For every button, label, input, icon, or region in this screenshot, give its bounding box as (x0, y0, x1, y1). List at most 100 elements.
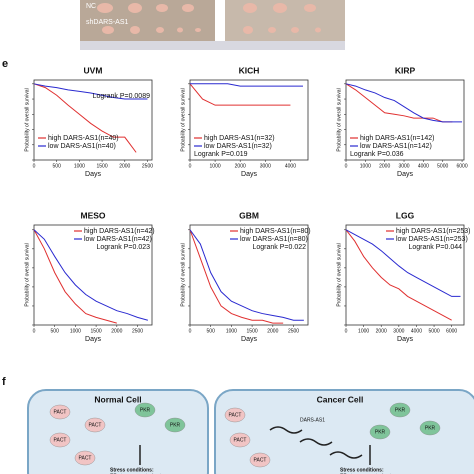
y-axis-label: Probability of overall survival (24, 88, 30, 151)
survival-curve (345, 83, 463, 123)
x-tick-label: 3000 (260, 163, 271, 169)
x-tick-label: 0 (33, 328, 36, 334)
survival-curve (189, 229, 284, 324)
plot-frame (345, 224, 465, 326)
lncrna-label: DARS-AS1 (300, 417, 325, 423)
x-tick-label: 6000 (457, 163, 468, 169)
x-tick-label: 6000 (446, 328, 457, 334)
plot-frame (189, 79, 309, 161)
pkr-label: PKR (425, 425, 436, 431)
pact-shape (84, 417, 106, 433)
legend-label: low DARS-AS1(n=40) (48, 143, 116, 150)
pact-shape (74, 450, 96, 466)
legend-label: low DARS-AS1(n=142) (360, 143, 432, 150)
chart-title: KICH (239, 65, 260, 75)
pkr-label: PKR (375, 429, 386, 435)
pact-label: PACT (54, 409, 67, 415)
x-axis-label: Days (241, 171, 257, 178)
x-tick-label: 1000 (358, 328, 369, 334)
pkr-shape (389, 402, 411, 418)
pkr-label: PKR (170, 422, 181, 428)
ruler (80, 41, 345, 50)
legend-label: low DARS-AS1(n=32) (204, 143, 272, 150)
pkr-label: PKR (395, 407, 406, 413)
x-tick-label: 0 (189, 163, 192, 169)
x-tick-label: 4000 (411, 328, 422, 334)
x-axis-label: Days (85, 336, 101, 343)
plot-frame (33, 224, 153, 326)
plot-frame (33, 79, 153, 161)
y-axis-label: Probability of overall survival (180, 243, 186, 306)
survival-curve (33, 83, 137, 153)
pact-label: PACT (254, 457, 267, 463)
x-tick-label: 2500 (132, 328, 143, 334)
x-tick-label: 500 (207, 328, 216, 334)
survival-curve (33, 229, 117, 324)
chart-title: KIRP (395, 65, 416, 75)
x-tick-label: 2500 (288, 328, 299, 334)
x-tick-label: 1500 (97, 163, 108, 169)
pact-label: PACT (234, 437, 247, 443)
legend-label: high DARS-AS1(n=80) (240, 228, 311, 235)
y-axis-label: Probability of overall survival (336, 243, 342, 306)
legend-label: high DARS-AS1(n=32) (204, 135, 275, 142)
survival-curve (345, 229, 452, 321)
pkr-shape (164, 417, 186, 433)
x-tick-label: 500 (53, 163, 62, 169)
survival-curve (189, 229, 304, 321)
legend-label: high DARS-AS1(n=253) (396, 228, 471, 235)
chart-title: LGG (396, 210, 415, 220)
x-tick-label: 1000 (70, 328, 81, 334)
pkr-shape (419, 420, 441, 436)
stress-text: Stress conditions: (110, 467, 154, 473)
annotation: Logrank P=0.036 (350, 151, 404, 158)
pkr-shape (134, 402, 156, 418)
x-tick-label: 1500 (91, 328, 102, 334)
x-tick-label: 2500 (142, 163, 153, 169)
x-tick-label: 0 (345, 328, 348, 334)
legend-label: low DARS-AS1(n=80) (240, 236, 308, 243)
pact-label: PACT (89, 422, 102, 428)
cell (27, 389, 209, 474)
pact-shape (49, 404, 71, 420)
chart-title: MESO (80, 210, 105, 220)
annotation: Logrank P=0.044 (408, 244, 462, 251)
x-tick-label: 2000 (235, 163, 246, 169)
annotation: Logrank P=0.019 (194, 151, 248, 158)
x-tick-label: 4000 (285, 163, 296, 169)
x-tick-label: 500 (51, 328, 60, 334)
plot-frame (345, 79, 465, 161)
pact-shape (229, 432, 251, 448)
x-tick-label: 2000 (267, 328, 278, 334)
photo-label: shDARS-AS1 (86, 19, 129, 26)
cell-title: Normal Cell (94, 394, 141, 404)
y-axis-label: Probability of overall survival (180, 88, 186, 151)
x-axis-label: Days (241, 336, 257, 343)
legend-label: low DARS-AS1(n=42) (84, 236, 152, 243)
x-tick-label: 1000 (74, 163, 85, 169)
x-tick-label: 1000 (360, 163, 371, 169)
x-axis-label: Days (85, 171, 101, 178)
pact-label: PACT (79, 455, 92, 461)
legend-label: low DARS-AS1(n=253) (396, 236, 468, 243)
y-axis-label: Probability of overall survival (336, 88, 342, 151)
panel-label: f (2, 376, 6, 388)
x-tick-label: 0 (33, 163, 36, 169)
x-axis-label: Days (397, 171, 413, 178)
x-tick-label: 0 (345, 163, 348, 169)
annotation: Logrank P=0.023 (96, 244, 150, 251)
cell-title: Cancer Cell (317, 394, 364, 404)
legend-label: high DARS-AS1(n=142) (360, 135, 435, 142)
x-tick-label: 2000 (119, 163, 130, 169)
pact-label: PACT (54, 437, 67, 443)
lncrna (269, 426, 363, 459)
x-tick-label: 3000 (398, 163, 409, 169)
survival-curve (189, 83, 291, 106)
panel-label: e (2, 58, 8, 70)
x-axis-label: Days (397, 336, 413, 343)
plot-frame (189, 224, 309, 326)
pact-shape (49, 432, 71, 448)
pkr-shape (369, 424, 391, 440)
annotation: Logrank P=0.022 (252, 244, 306, 251)
